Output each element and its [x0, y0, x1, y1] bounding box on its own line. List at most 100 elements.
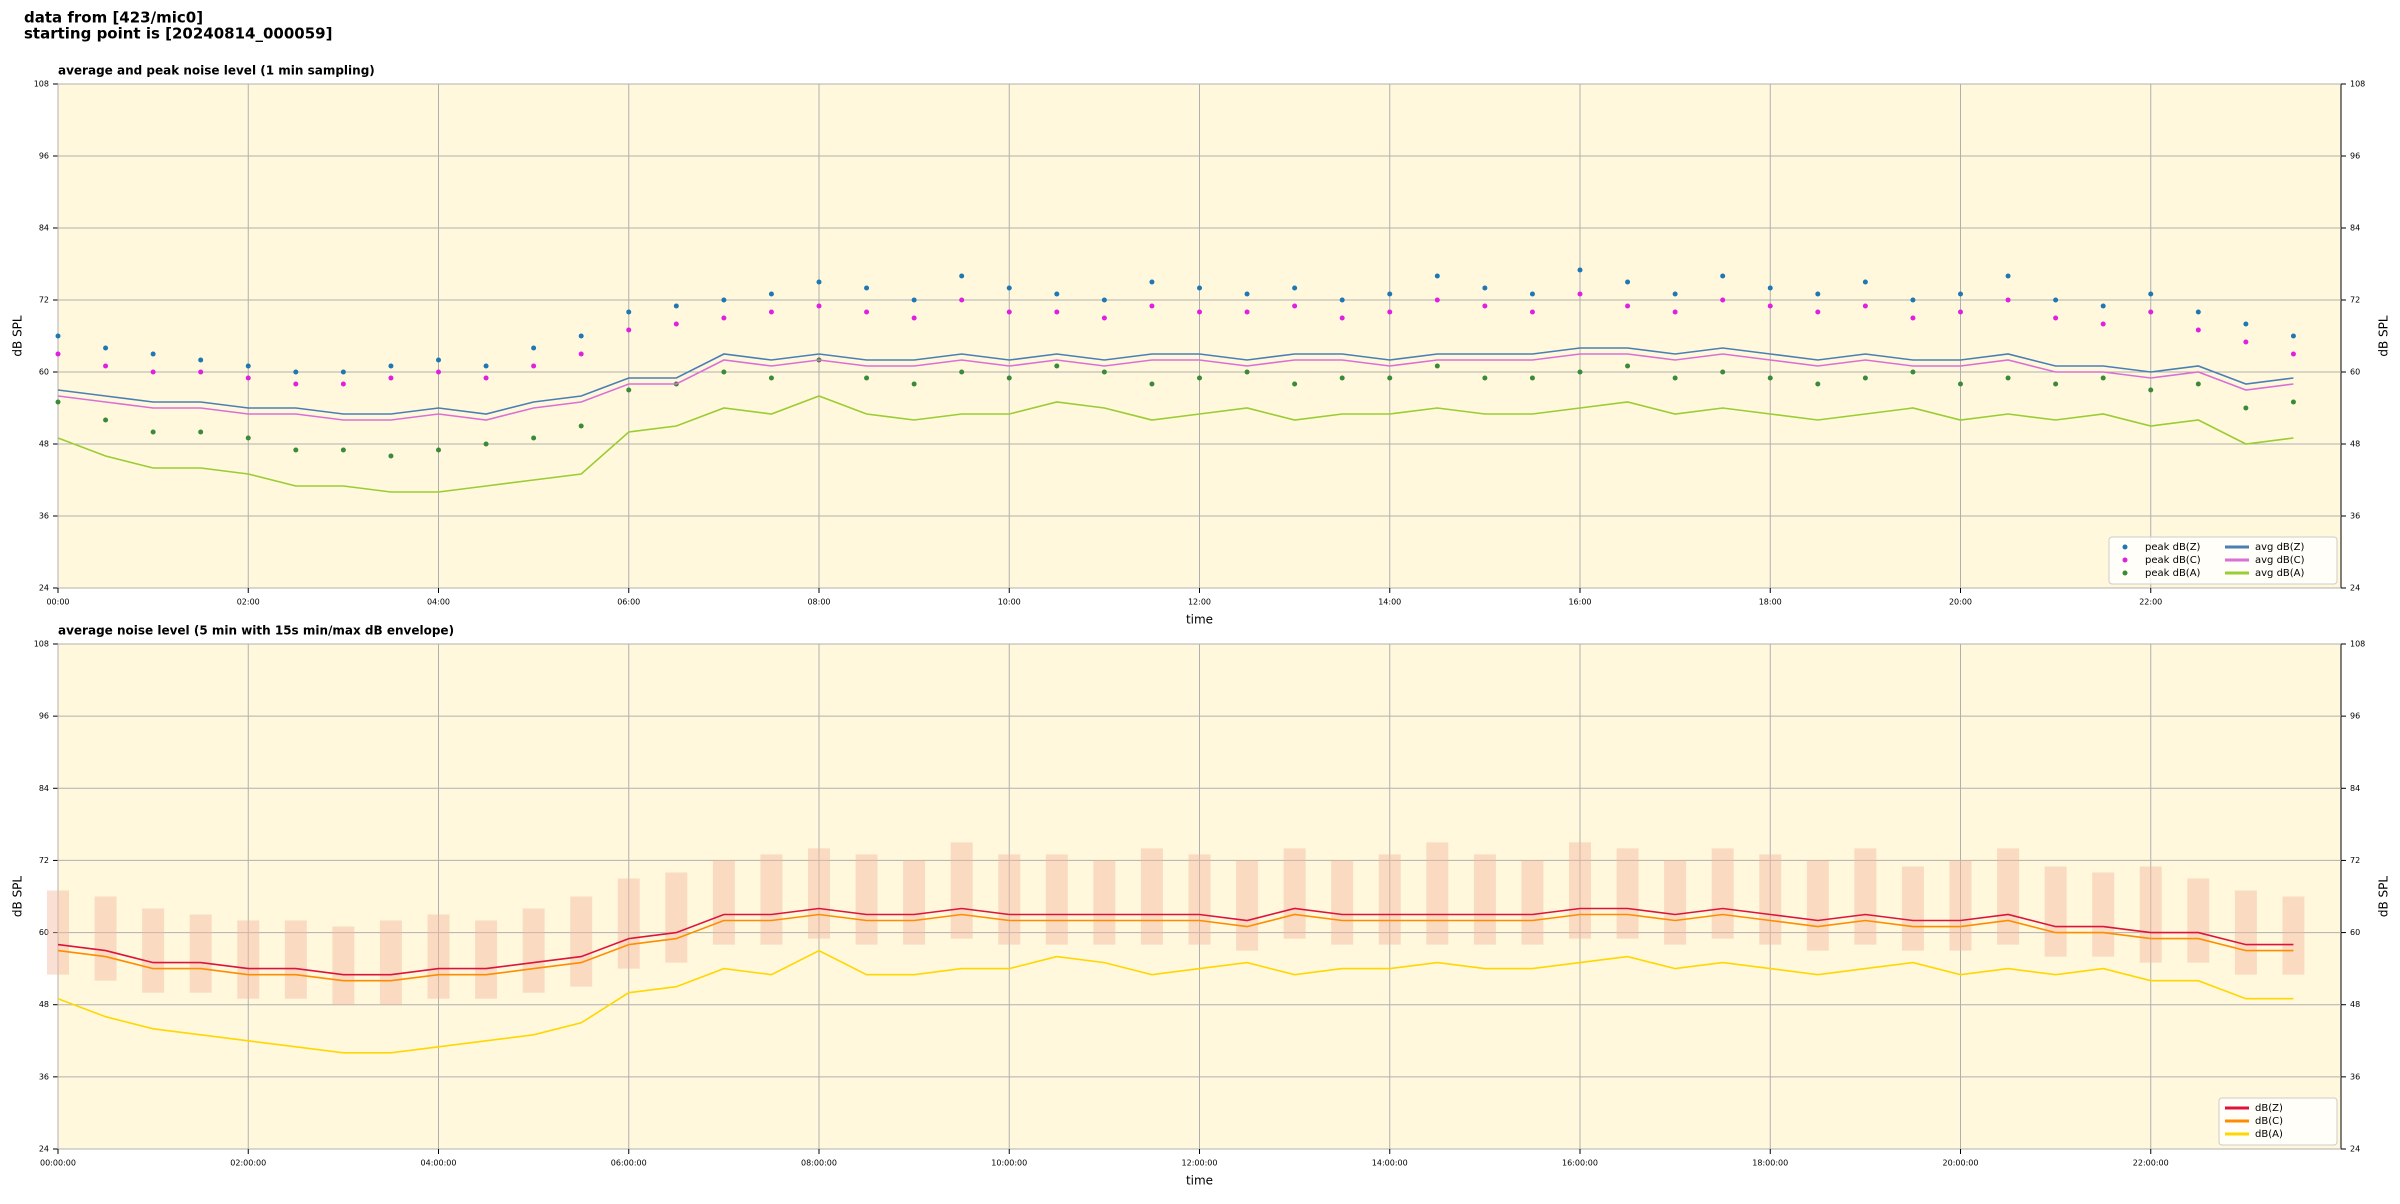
peak-point — [911, 297, 917, 303]
y2-tick-label: 84 — [2350, 784, 2360, 793]
y-tick-label: 36 — [39, 1072, 49, 1081]
peak-point — [1862, 279, 1868, 285]
peak-point — [1862, 375, 1868, 381]
peak-point — [673, 303, 679, 309]
x-tick-label: 16:00:00 — [1562, 1159, 1598, 1168]
y2-tick-label: 60 — [2350, 368, 2360, 377]
peak-point — [1958, 381, 1963, 387]
peak-point — [2195, 381, 2201, 387]
y2-tick-label: 96 — [2350, 712, 2360, 721]
peak-point — [245, 435, 251, 441]
peak-point — [1577, 267, 1583, 273]
y2-axis-label: dB SPL — [2377, 876, 2391, 918]
x-axis-label: time — [1186, 613, 1213, 627]
peak-point — [483, 363, 489, 369]
peak-point — [1958, 291, 1963, 297]
x-tick-label: 10:00:00 — [991, 1159, 1027, 1168]
peak-point — [198, 429, 204, 435]
peak-point — [1197, 375, 1202, 381]
peak-point — [626, 387, 632, 393]
x-tick-label: 18:00:00 — [1752, 1159, 1788, 1168]
peak-point — [1339, 315, 1345, 321]
peak-point — [864, 285, 870, 291]
x-tick-label: 02:00 — [237, 598, 260, 607]
y-tick-label: 72 — [39, 296, 49, 305]
y-tick-label: 108 — [34, 80, 49, 89]
peak-point — [1577, 291, 1583, 297]
peak-point — [1625, 363, 1631, 369]
peak-point — [768, 309, 774, 315]
peak-point — [1387, 291, 1393, 297]
peak-point — [340, 447, 346, 453]
peak-point — [1815, 381, 1821, 387]
peak-point — [483, 441, 489, 447]
peak-point — [103, 417, 109, 423]
peak-point — [721, 369, 727, 375]
series-line — [57, 353, 2294, 421]
peak-point — [1529, 375, 1535, 381]
legend-label: peak dB(A) — [2145, 568, 2201, 579]
y-tick-label: 60 — [39, 368, 49, 377]
peak-point — [2148, 309, 2154, 315]
peak-point — [388, 363, 394, 369]
peak-point — [864, 375, 870, 381]
peak-point — [198, 369, 204, 375]
peak-point — [2053, 315, 2059, 321]
peak-point — [388, 453, 394, 459]
peak-point — [1815, 309, 1821, 315]
peak-point — [2100, 375, 2106, 381]
peak-point — [2100, 303, 2106, 309]
header-start: starting point is [20240814_000059] — [24, 25, 332, 43]
peak-point — [1292, 285, 1298, 291]
peak-point — [531, 363, 537, 369]
peak-point — [55, 351, 61, 357]
x-tick-label: 08:00:00 — [801, 1159, 837, 1168]
peak-point — [1149, 279, 1155, 285]
peak-point — [245, 375, 251, 381]
peak-point — [2005, 375, 2011, 381]
peak-point — [150, 351, 156, 357]
y-tick-label: 48 — [39, 1000, 49, 1009]
peak-point — [103, 345, 109, 351]
peak-point — [293, 381, 299, 387]
peak-point — [1720, 297, 1726, 303]
peak-point — [911, 381, 917, 387]
y-tick-label: 60 — [39, 928, 49, 937]
y2-tick-label: 24 — [2350, 1145, 2360, 1154]
peak-point — [150, 369, 156, 375]
peak-point — [1339, 297, 1345, 303]
peak-point — [2053, 381, 2059, 387]
x-tick-label: 00:00 — [46, 598, 69, 607]
y2-tick-label: 108 — [2350, 80, 2365, 89]
peak-point — [959, 369, 965, 375]
peak-point — [1101, 369, 1107, 375]
x-tick-label: 12:00:00 — [1182, 1159, 1218, 1168]
x-tick-label: 04:00:00 — [421, 1159, 457, 1168]
peak-point — [1149, 303, 1155, 309]
peak-point — [1910, 297, 1916, 303]
peak-point — [2053, 297, 2059, 303]
peak-point — [293, 369, 299, 375]
peak-point — [198, 357, 204, 363]
peak-point — [1244, 291, 1250, 297]
y-tick-label: 24 — [39, 1145, 49, 1154]
peak-point — [1862, 303, 1868, 309]
peak-point — [1244, 369, 1250, 375]
peak-point — [1672, 291, 1678, 297]
peak-point — [2005, 273, 2011, 279]
peak-point — [1339, 375, 1345, 381]
peak-point — [1006, 309, 1012, 315]
peak-point — [1720, 369, 1726, 375]
peak-point — [1387, 309, 1393, 315]
peak-point — [340, 381, 346, 387]
peak-point — [1815, 291, 1821, 297]
x-tick-label: 10:00 — [998, 598, 1021, 607]
peak-point — [1054, 291, 1060, 297]
x-tick-label: 18:00 — [1759, 598, 1782, 607]
chart-title: average noise level (5 min with 15s min/… — [58, 624, 454, 638]
peak-point — [1434, 273, 1440, 279]
peak-point — [1482, 303, 1488, 309]
y2-tick-label: 84 — [2350, 224, 2360, 233]
peak-point — [1720, 273, 1726, 279]
legend-marker — [2122, 570, 2128, 576]
